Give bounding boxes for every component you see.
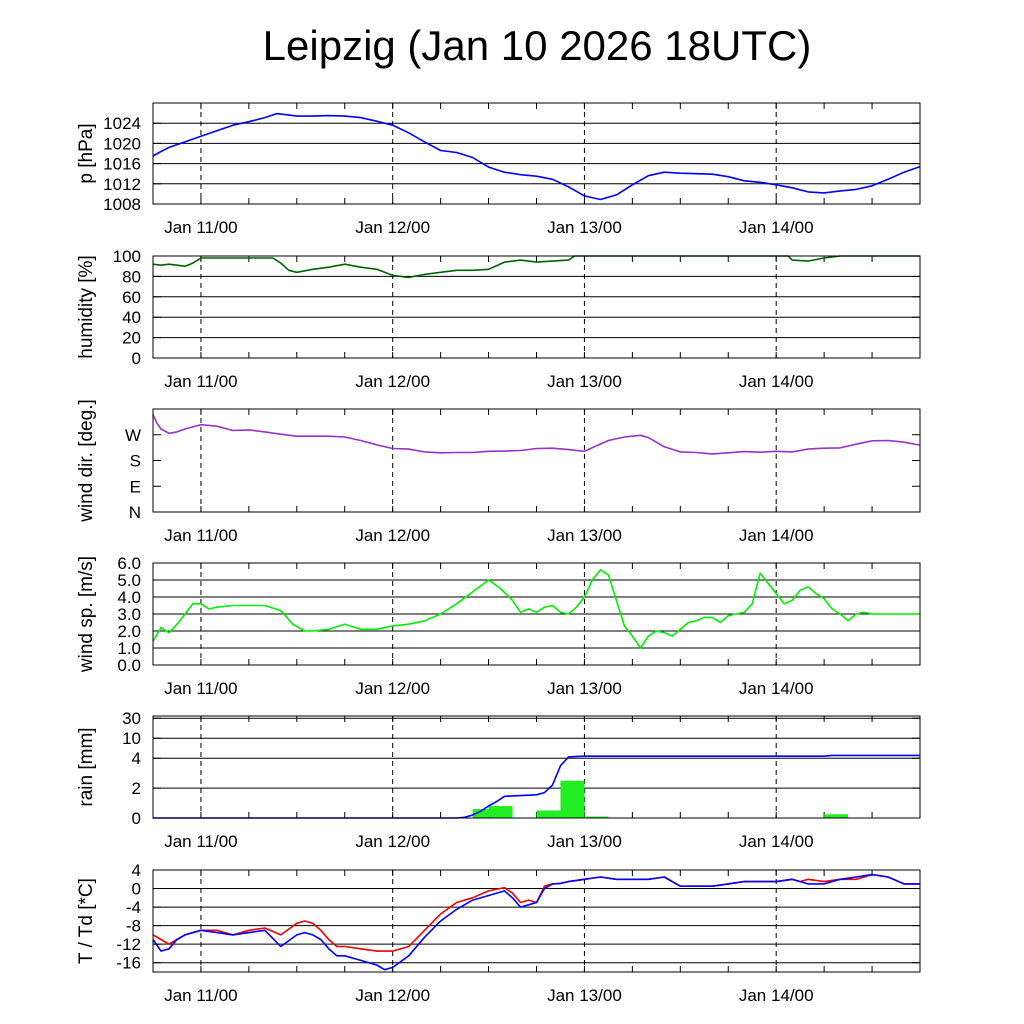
x-tick-label: Jan 14/00 <box>739 986 814 1005</box>
y-tick-label: W <box>125 426 141 445</box>
panel-wind_speed: 0.01.02.03.04.05.06.0 Jan 11/00 Jan 12/00 J… <box>76 554 921 698</box>
x-tick-label: Jan 12/00 <box>355 218 430 237</box>
y-tick-label: 2 <box>132 779 141 798</box>
y-tick-label: 4.0 <box>117 588 141 607</box>
y-tick-label: 4 <box>132 749 141 768</box>
y-tick-label: 100 <box>113 247 141 266</box>
y-axis-label: wind dir. [deg.] <box>76 399 97 523</box>
x-tick-label: Jan 13/00 <box>547 986 622 1005</box>
x-tick-label: Jan 11/00 <box>164 372 237 391</box>
y-tick-label: E <box>130 477 141 496</box>
x-tick-label: Jan 13/00 <box>547 372 622 391</box>
rain-bar <box>536 810 561 818</box>
rain-bar <box>488 806 513 818</box>
y-tick-label: -16 <box>116 954 141 973</box>
y-tick-label: 1.0 <box>117 639 141 658</box>
rain-bar <box>824 814 849 818</box>
y-tick-label: 4 <box>132 861 141 880</box>
x-tick-label: Jan 14/00 <box>739 372 814 391</box>
plot-frame <box>152 562 921 666</box>
y-tick-label: 2.0 <box>117 622 141 641</box>
y-tick-label: 0 <box>132 349 141 368</box>
x-tick-label: Jan 11/00 <box>164 986 237 1005</box>
y-tick-label: 5.0 <box>117 571 141 590</box>
y-tick-label: 6.0 <box>117 554 141 573</box>
y-tick-label: 10 <box>122 729 141 748</box>
x-tick-label: Jan 12/00 <box>355 832 430 851</box>
x-tick-label: Jan 12/00 <box>355 526 430 545</box>
y-axis-label: p [hPa] <box>76 123 97 183</box>
y-axis-label: rain [mm] <box>76 727 97 806</box>
plot-frame <box>152 255 921 359</box>
y-tick-label: N <box>129 503 141 522</box>
y-tick-label: 1024 <box>103 114 141 133</box>
rain-bar <box>560 780 585 818</box>
series-T <box>152 873 920 952</box>
plot-frame <box>152 102 921 205</box>
y-tick-label: 3.0 <box>117 605 141 624</box>
y-tick-label: 40 <box>122 308 141 327</box>
y-tick-label: 0.0 <box>117 656 141 675</box>
rain-bar <box>472 809 489 818</box>
y-tick-label: 30 <box>122 709 141 728</box>
x-tick-label: Jan 11/00 <box>164 679 237 698</box>
x-tick-label: Jan 11/00 <box>164 832 237 851</box>
y-tick-label: 1016 <box>103 155 141 174</box>
chart-title: Leipzig (Jan 10 2026 18UTC) <box>262 22 812 69</box>
y-tick-label: S <box>130 452 141 471</box>
y-tick-label: -12 <box>116 935 141 954</box>
series-Td <box>152 873 920 971</box>
x-tick-label: Jan 12/00 <box>355 372 430 391</box>
x-tick-label: Jan 13/00 <box>547 526 622 545</box>
x-tick-label: Jan 12/00 <box>355 986 430 1005</box>
x-tick-label: Jan 11/00 <box>164 218 237 237</box>
y-tick-label: 1020 <box>103 134 141 153</box>
y-axis-label: humidity [%] <box>76 255 97 358</box>
x-tick-label: Jan 14/00 <box>739 832 814 851</box>
x-tick-label: Jan 12/00 <box>355 679 430 698</box>
y-tick-label: 0 <box>132 809 141 828</box>
x-tick-label: Jan 13/00 <box>547 832 622 851</box>
plot-frame <box>152 715 921 819</box>
rain-bar <box>584 816 609 818</box>
y-tick-label: -8 <box>126 917 141 936</box>
y-tick-label: 80 <box>122 267 141 286</box>
x-tick-label: Jan 13/00 <box>547 679 622 698</box>
x-tick-label: Jan 14/00 <box>739 679 814 698</box>
x-tick-label: Jan 14/00 <box>739 526 814 545</box>
y-tick-label: 60 <box>122 288 141 307</box>
y-axis-label: wind sp. [m/s] <box>76 556 97 673</box>
x-tick-label: Jan 13/00 <box>547 218 622 237</box>
y-axis-label: T / Td [*C] <box>76 878 97 964</box>
series-direction <box>152 414 921 455</box>
series-speed <box>152 568 920 649</box>
y-tick-label: -4 <box>126 898 141 917</box>
series-rain_total <box>153 754 920 819</box>
series-p <box>152 112 921 201</box>
plot-frame <box>152 869 921 973</box>
panel-temperature: -16-12-8-404 Jan 11/00 Jan 12/00 Jan 13/00 J… <box>76 861 921 1005</box>
plot-frame <box>152 408 921 513</box>
x-tick-label: Jan 11/00 <box>164 526 237 545</box>
y-tick-label: 0 <box>132 880 141 899</box>
y-tick-label: 20 <box>122 329 141 348</box>
y-tick-label: 1012 <box>103 175 141 194</box>
x-tick-label: Jan 14/00 <box>739 218 814 237</box>
y-tick-label: 1008 <box>103 195 141 214</box>
